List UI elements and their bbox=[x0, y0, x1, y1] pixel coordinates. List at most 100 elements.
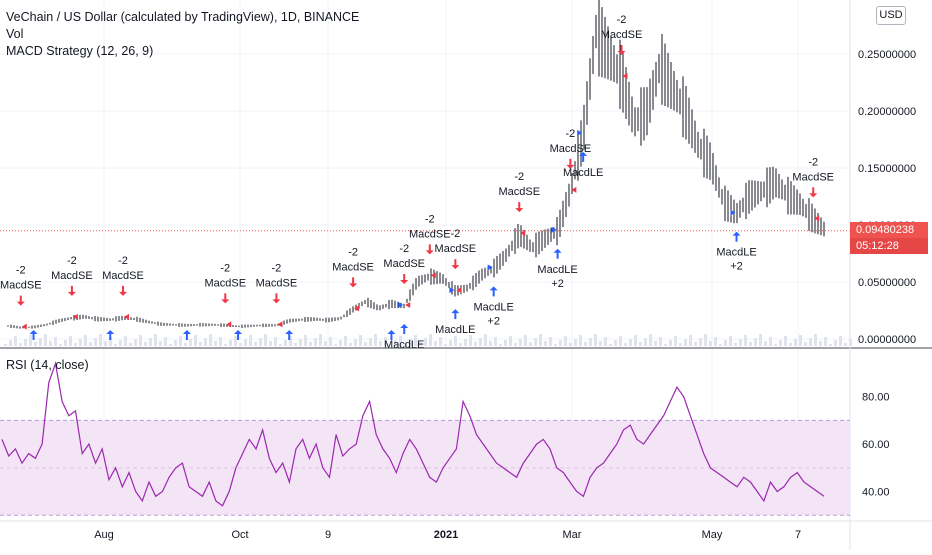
long-entry-marker bbox=[398, 301, 404, 308]
volume-bar bbox=[679, 343, 682, 346]
volume-bar bbox=[584, 342, 587, 346]
time-axis-tick: Aug bbox=[94, 529, 114, 541]
short-entry-marker bbox=[814, 215, 820, 222]
volume-bar bbox=[729, 336, 732, 346]
volume-bar bbox=[434, 341, 437, 346]
volume-bar bbox=[279, 344, 282, 346]
long-signal-arrow bbox=[489, 286, 498, 297]
long-signal-label: MacdLE bbox=[716, 247, 756, 259]
short-entry-marker bbox=[21, 323, 27, 330]
long-signal-label: MacdLE bbox=[563, 167, 603, 179]
short-signal-arrow bbox=[617, 44, 626, 55]
volume-bar bbox=[724, 340, 727, 346]
long-signal-arrow bbox=[182, 330, 191, 340]
short-signal-label: MacdSE bbox=[409, 228, 451, 240]
volume-bar bbox=[254, 342, 257, 346]
volume-bar bbox=[484, 334, 487, 346]
volume-bar bbox=[44, 334, 47, 346]
volume-bar bbox=[399, 336, 402, 346]
volume-bar bbox=[389, 344, 392, 346]
volume-bar bbox=[474, 342, 477, 346]
time-axis-tick: 2021 bbox=[434, 529, 458, 541]
volume-bar bbox=[819, 341, 822, 346]
volume-bar bbox=[509, 336, 512, 346]
volume-bar bbox=[54, 337, 57, 346]
long-entry-marker bbox=[730, 209, 736, 216]
volume-bar bbox=[114, 344, 117, 346]
volume-bar bbox=[749, 342, 752, 346]
volume-bar bbox=[239, 343, 242, 346]
volume-bar bbox=[424, 338, 427, 346]
volume-bar bbox=[544, 341, 547, 346]
rsi-axis-tick: 60.00 bbox=[862, 439, 890, 451]
time-axis-tick: 9 bbox=[325, 529, 331, 541]
volume-bar bbox=[744, 335, 747, 346]
volume-bar bbox=[429, 334, 432, 346]
volume-bar bbox=[74, 343, 77, 346]
volume-bar bbox=[214, 341, 217, 346]
strategy-label: MACD Strategy (12, 26, 9) bbox=[6, 44, 154, 58]
short-signal-label: -2 bbox=[67, 255, 77, 267]
volume-bar bbox=[454, 336, 457, 346]
last-price-tag: 0.09480238 bbox=[850, 222, 928, 238]
volume-bar bbox=[464, 339, 467, 346]
short-entry-marker bbox=[277, 321, 283, 328]
volume-bar bbox=[479, 338, 482, 346]
short-signal-label: MacdSE bbox=[383, 258, 425, 270]
long-signal-arrow bbox=[732, 231, 741, 242]
short-signal-label: -2 bbox=[220, 262, 230, 274]
long-signal-label: MacdLE bbox=[474, 301, 514, 313]
long-signal-label: MacdLE bbox=[435, 324, 475, 336]
short-signal-label: -2 bbox=[399, 243, 409, 255]
short-signal-label: MacdSE bbox=[332, 261, 374, 273]
currency-button[interactable]: USD bbox=[876, 6, 906, 25]
short-signal-label: -2 bbox=[808, 156, 818, 168]
volume-bar bbox=[439, 337, 442, 346]
volume-bar bbox=[684, 339, 687, 346]
volume-bar bbox=[174, 340, 177, 346]
bar-countdown-tag: 05:12:28 bbox=[850, 238, 928, 254]
volume-bar bbox=[149, 338, 152, 346]
volume-bar bbox=[284, 340, 287, 346]
long-signal-arrow bbox=[106, 330, 115, 340]
volume-bar bbox=[224, 344, 227, 346]
short-entry-marker bbox=[72, 313, 78, 320]
symbol-title: VeChain / US Dollar (calculated by Tradi… bbox=[6, 10, 360, 24]
volume-bar bbox=[84, 335, 87, 346]
short-entry-marker bbox=[226, 321, 232, 328]
volume-bar bbox=[669, 340, 672, 346]
volume-bar bbox=[299, 339, 302, 346]
volume-bar bbox=[739, 339, 742, 346]
volume-bar bbox=[734, 343, 737, 346]
volume-bar bbox=[364, 342, 367, 346]
price-axis-tick: 0.15000000 bbox=[858, 163, 916, 175]
long-signal-label: +2 bbox=[487, 315, 500, 327]
short-signal-label: -2 bbox=[565, 128, 575, 140]
volume-bar bbox=[624, 343, 627, 346]
volume-bar bbox=[554, 344, 557, 346]
volume-bar bbox=[69, 336, 72, 346]
volume-bar bbox=[779, 340, 782, 346]
volume-bar bbox=[689, 335, 692, 346]
time-axis-tick: Oct bbox=[231, 529, 248, 541]
volume-bar bbox=[259, 338, 262, 346]
long-entry-marker bbox=[577, 129, 583, 136]
volume-bar bbox=[319, 334, 322, 346]
volume-bar bbox=[359, 335, 362, 346]
volume-bar bbox=[184, 343, 187, 346]
volume-bar bbox=[449, 340, 452, 346]
short-signal-label: -2 bbox=[425, 213, 435, 225]
short-signal-label: -2 bbox=[514, 171, 524, 183]
volume-bar bbox=[159, 341, 162, 346]
volume-bar bbox=[604, 337, 607, 346]
volume-bar bbox=[534, 338, 537, 346]
volume-bar bbox=[694, 342, 697, 346]
volume-bar bbox=[594, 334, 597, 346]
short-entry-marker bbox=[571, 186, 577, 193]
volume-bar bbox=[574, 339, 577, 346]
volume-bar bbox=[204, 338, 207, 346]
volume-bar bbox=[99, 334, 102, 346]
volume-bar bbox=[344, 336, 347, 346]
